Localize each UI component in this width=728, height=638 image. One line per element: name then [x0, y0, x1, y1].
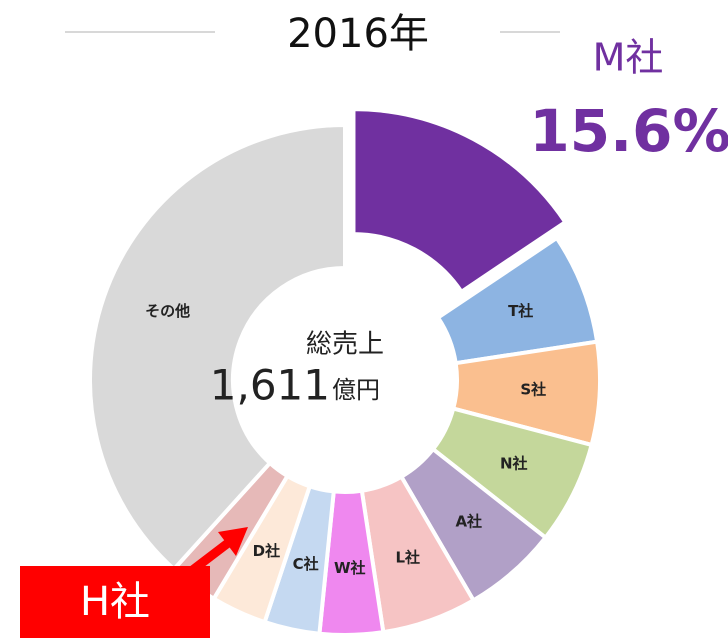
center-label: 総売上 [306, 330, 384, 360]
donut-segment [351, 107, 569, 295]
segment-label: D社 [253, 542, 280, 560]
segment-label: その他 [145, 302, 190, 320]
segment-label: C社 [293, 555, 319, 573]
segment-label: N社 [500, 454, 528, 472]
center-unit: 億円 [332, 376, 380, 404]
center-value: 1,611 [210, 361, 330, 410]
annotation-label: H社 [80, 579, 150, 625]
annotation-arrow [187, 536, 235, 576]
annotation-arrowhead [218, 527, 248, 556]
segment-label: S社 [520, 381, 546, 399]
callout-value: 15.6% [529, 97, 728, 165]
segment-label: T社 [508, 302, 533, 320]
callout-name: M社 [593, 36, 664, 80]
segment-label: A社 [455, 513, 482, 531]
annotation-box [20, 566, 210, 638]
segment-label: L社 [395, 548, 420, 566]
segment-label: W社 [334, 559, 366, 577]
donut-segment [88, 122, 347, 572]
chart-title: 2016年 [287, 11, 429, 57]
callout: M社 15.6% H社 [20, 36, 728, 638]
donut: T社 S社 N社 A社 L社 W社 C社 D社 その他 [88, 107, 602, 637]
